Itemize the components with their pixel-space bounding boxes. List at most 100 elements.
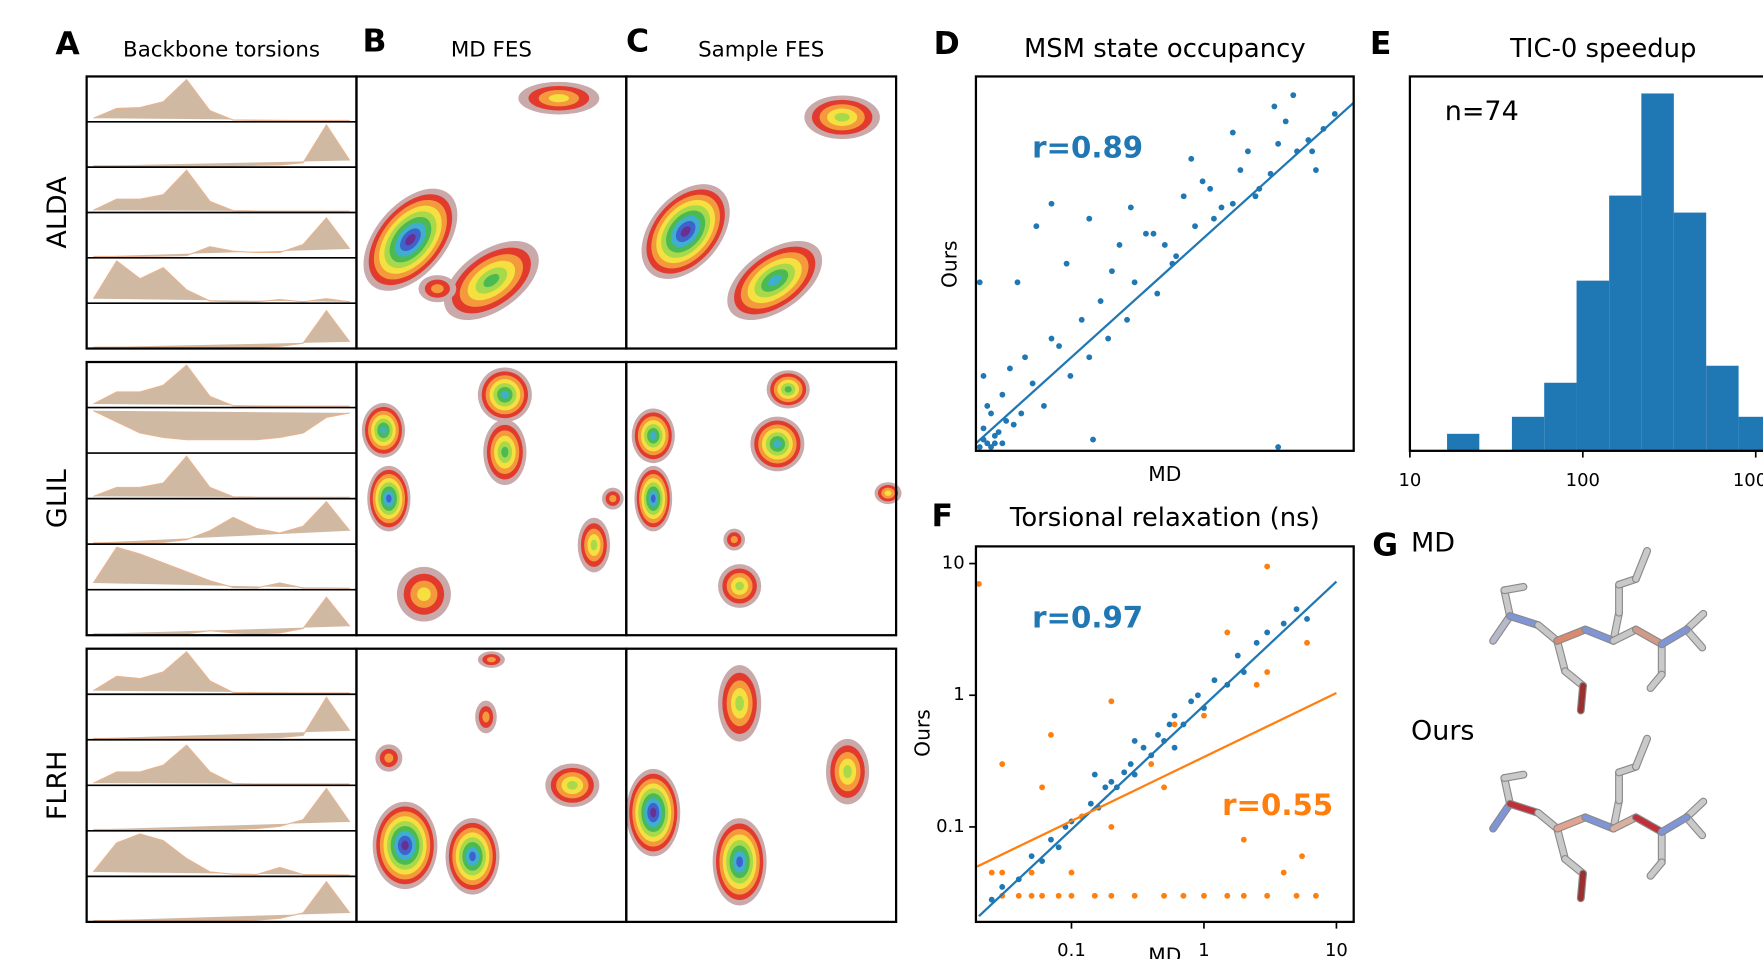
point <box>988 410 994 417</box>
y-tick-label: 10 <box>942 553 965 574</box>
point <box>1097 298 1104 305</box>
point <box>980 425 987 432</box>
ridge-area <box>93 500 351 544</box>
fes-contour <box>767 274 782 287</box>
point <box>1109 268 1115 275</box>
point <box>1090 436 1096 443</box>
x-tick-label: 0.1 <box>1057 940 1086 959</box>
bond <box>1647 671 1665 691</box>
point <box>1264 892 1271 899</box>
panel-letter: D <box>934 26 960 62</box>
bond <box>1554 825 1568 862</box>
fes-contour <box>405 234 416 246</box>
fes-contour <box>735 581 744 591</box>
panel-title: Sample FES <box>698 38 824 63</box>
fes-contour <box>843 765 852 779</box>
point <box>1068 869 1075 876</box>
ridge-area <box>93 744 350 785</box>
fes-contour <box>784 386 792 393</box>
point <box>1192 223 1198 230</box>
point <box>991 432 998 439</box>
point <box>1201 712 1207 719</box>
point <box>1312 892 1319 899</box>
bar <box>1576 280 1610 451</box>
fes-contour <box>680 226 691 237</box>
bond <box>1554 814 1589 832</box>
fes-contour <box>650 431 657 440</box>
frame <box>625 647 898 924</box>
point <box>1154 290 1161 297</box>
point <box>1161 892 1168 899</box>
point <box>975 581 982 587</box>
point <box>1312 167 1319 173</box>
point <box>1194 692 1201 699</box>
bond <box>1490 613 1513 644</box>
point <box>1161 784 1168 791</box>
panel-letter: E <box>1370 26 1392 62</box>
point <box>1240 836 1247 843</box>
point <box>1063 260 1070 267</box>
bond <box>1683 626 1706 651</box>
fit-line <box>976 691 1337 868</box>
bond <box>1501 771 1527 781</box>
panel-letter: A <box>55 26 80 62</box>
point <box>1240 892 1247 899</box>
point <box>1131 892 1138 899</box>
fit-line <box>978 580 1338 917</box>
ridge-area <box>93 651 350 694</box>
point <box>976 279 983 286</box>
bond <box>1633 548 1650 582</box>
point <box>1028 853 1035 860</box>
bond <box>1554 626 1589 644</box>
point <box>1211 677 1218 684</box>
point <box>1280 869 1287 876</box>
frame <box>625 75 898 350</box>
point <box>1091 771 1098 778</box>
point <box>1056 343 1062 349</box>
point <box>1275 140 1282 147</box>
point <box>1264 669 1271 675</box>
frame <box>974 75 1355 452</box>
x-tick-label: 10 <box>1398 470 1421 491</box>
panel-letter: C <box>626 24 649 60</box>
x-tick-label: 1000 <box>1733 470 1763 491</box>
point <box>1244 148 1251 155</box>
frame <box>1408 75 1763 452</box>
plot-area <box>975 563 1338 917</box>
point <box>1199 178 1206 185</box>
bond <box>1535 622 1560 644</box>
point <box>1309 148 1316 155</box>
bond <box>1658 814 1690 835</box>
bond <box>1633 735 1650 770</box>
point <box>1067 373 1074 379</box>
y-axis-label: Ours <box>911 709 935 757</box>
point <box>1304 615 1310 622</box>
point <box>1108 824 1115 830</box>
point <box>1304 639 1310 646</box>
fes-contour <box>590 539 598 551</box>
fit-line <box>975 101 1354 445</box>
y-tick-label: 1 <box>953 684 964 705</box>
point <box>1131 279 1138 286</box>
ridge-area <box>93 880 351 922</box>
ridge-area <box>93 216 351 258</box>
point <box>1180 193 1187 200</box>
point <box>1275 444 1282 451</box>
point <box>1234 652 1241 659</box>
ridge-area <box>93 696 351 739</box>
point <box>1039 784 1046 791</box>
point <box>1293 892 1300 899</box>
point <box>1229 200 1236 207</box>
fes-contour <box>386 494 392 503</box>
fes-contour <box>486 656 496 663</box>
point <box>1299 853 1305 860</box>
ridge-area <box>93 410 350 441</box>
annotation: r=0.55 <box>1222 788 1333 822</box>
point <box>984 402 991 409</box>
frame <box>625 360 898 637</box>
point <box>1028 892 1035 899</box>
fes-contour <box>482 711 490 723</box>
point <box>1264 629 1271 636</box>
point <box>1055 892 1062 899</box>
